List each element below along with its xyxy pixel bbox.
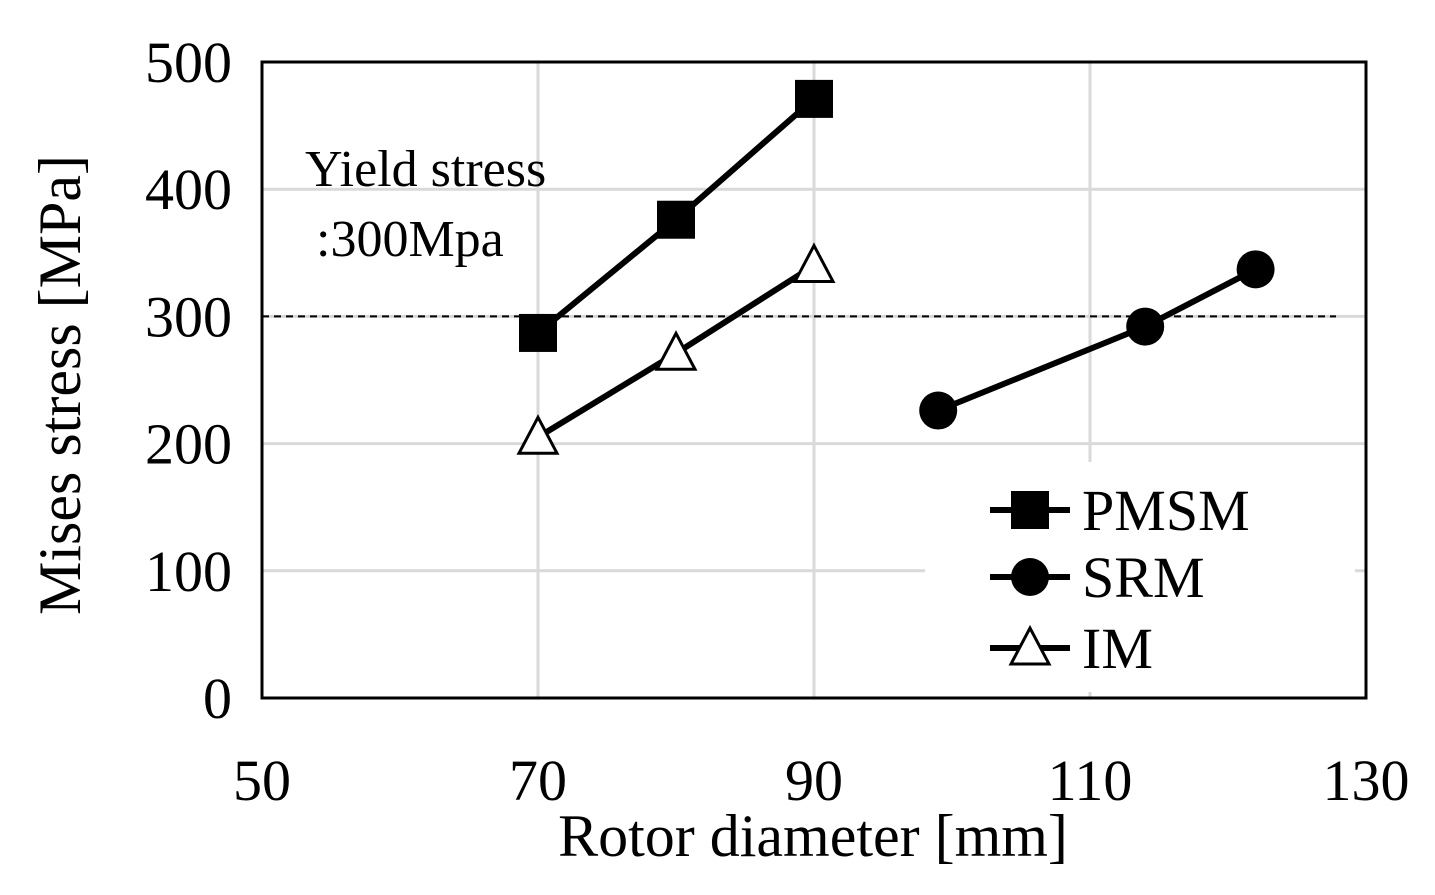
legend-marker-im bbox=[1008, 624, 1052, 666]
pmsm-point bbox=[519, 313, 557, 352]
series-pmsm bbox=[519, 79, 833, 352]
im-point bbox=[792, 242, 836, 283]
legend-label-im: IM bbox=[1082, 616, 1153, 681]
x-tick-label: 50 bbox=[233, 748, 291, 813]
pmsm-point bbox=[795, 79, 833, 118]
y-tick-label: 500 bbox=[145, 30, 232, 95]
legend-label-pmsm: PMSM bbox=[1082, 478, 1250, 543]
series-im bbox=[516, 242, 836, 455]
y-tick-label: 100 bbox=[145, 539, 232, 604]
yield-stress-annotation-line2: :300Mpa bbox=[316, 211, 504, 268]
y-tick-label: 200 bbox=[145, 412, 232, 477]
y-tick-label: 300 bbox=[145, 284, 232, 349]
srm-point bbox=[919, 391, 958, 430]
x-tick-label: 130 bbox=[1323, 748, 1410, 813]
y-axis-title: Mises stress [MPa] bbox=[27, 155, 93, 615]
tick-layer: 50 70 90 110 130 0 100 200 300 400 500 bbox=[145, 30, 1410, 813]
x-tick-label: 70 bbox=[509, 748, 567, 813]
x-tick-label: 110 bbox=[1048, 748, 1133, 813]
series-layer bbox=[516, 79, 1275, 455]
plot-frame bbox=[260, 60, 1368, 700]
y-tick-label: 0 bbox=[203, 666, 232, 731]
srm-point bbox=[1236, 250, 1275, 289]
im-point bbox=[516, 414, 560, 455]
x-tick-label: 90 bbox=[785, 748, 843, 813]
x-axis-title: Rotor diameter [mm] bbox=[558, 803, 1068, 869]
legend-label-srm: SRM bbox=[1082, 545, 1205, 610]
srm-line bbox=[937, 266, 1257, 414]
series-srm bbox=[919, 250, 1275, 430]
yield-stress-annotation-line1: Yield stress bbox=[305, 141, 546, 198]
y-tick-label: 400 bbox=[145, 157, 232, 222]
pmsm-point bbox=[657, 200, 695, 239]
srm-point bbox=[1126, 307, 1165, 346]
legend-marker-srm bbox=[1011, 558, 1049, 596]
legend-marker-pmsm bbox=[1011, 491, 1049, 529]
im-point bbox=[654, 330, 698, 371]
